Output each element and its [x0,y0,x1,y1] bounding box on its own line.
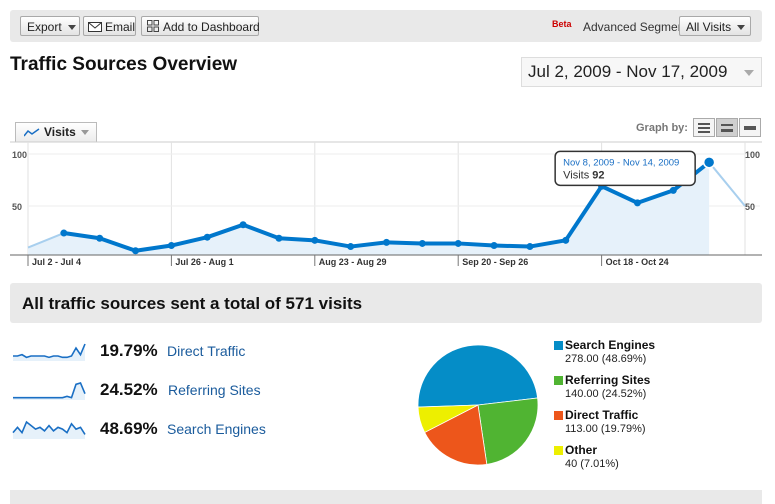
y-tick-label: 50 [745,202,755,212]
data-point [167,242,175,250]
next-section-bar [10,490,762,504]
data-point [311,236,319,244]
traffic-pie-chart [417,344,539,466]
chevron-down-icon [744,70,754,76]
x-tick-label: Sep 20 - Sep 26 [462,257,528,267]
pie-slice [417,404,479,433]
chevron-down-icon [737,25,746,31]
source-link[interactable]: Direct Traffic [167,343,246,359]
report-toolbar: Export Email Add to Dashboard Beta Advan… [10,10,762,42]
data-point [132,247,140,255]
summary-title: All traffic sources sent a total of 571 … [22,294,363,313]
email-button[interactable]: Email [83,16,136,36]
sparkline [13,343,86,361]
data-point [60,229,68,237]
y-tick-label: 100 [745,150,760,160]
summary-header: All traffic sources sent a total of 571 … [10,283,762,323]
date-range-text: Jul 2, 2009 - Nov 17, 2009 [528,62,728,81]
data-point [490,242,498,250]
partial-segment [27,232,65,249]
export-button[interactable]: Export [20,16,80,36]
graph-by-week-button[interactable] [716,118,738,137]
data-point [347,243,355,251]
legend-value: 140.00 (24.52%) [565,388,647,400]
legend-swatch [554,376,563,385]
segments-select[interactable]: All Visits [679,16,751,36]
data-point [275,234,283,242]
data-point [633,199,641,207]
partial-segment [708,161,746,207]
legend-value: 40 (7.01%) [565,458,619,470]
area-fill [28,162,710,255]
legend-label: Referring Sites [565,373,651,387]
graph-by-day-button[interactable] [693,118,715,137]
source-link[interactable]: Search Engines [167,421,266,437]
source-percentage: 24.52% [100,380,158,399]
data-point [526,243,534,251]
graph-by-label: Graph by: [636,122,688,134]
x-tick-label: Jul 26 - Aug 1 [175,257,233,267]
data-point [383,238,390,246]
tooltip-range: Nov 8, 2009 - Nov 14, 2009 [563,157,679,168]
data-point [702,156,716,169]
source-link[interactable]: Referring Sites [168,382,261,398]
data-point [239,221,247,229]
advanced-segments-label: Advanced Segments: [583,20,698,34]
legend-swatch [554,446,563,455]
legend-value: 278.00 (48.69%) [565,353,647,365]
sparkline [13,382,86,400]
data-point [203,233,211,241]
source-percentage: 19.79% [100,341,158,360]
envelope-icon [88,22,102,32]
data-point [96,234,104,242]
graph-by-month-button[interactable] [739,118,761,137]
legend-label: Search Engines [565,338,656,352]
metric-tab[interactable]: Visits [15,122,97,142]
x-tick-label: Oct 18 - Oct 24 [606,257,669,267]
x-tick-label: Jul 2 - Jul 4 [32,257,81,267]
legend-value: 113.00 (19.79%) [565,423,646,435]
pie-slice [417,344,539,408]
chevron-down-icon [80,130,89,136]
tooltip-value: Visits 92 [563,169,604,181]
date-range-picker[interactable]: Jul 2, 2009 - Nov 17, 2009 [521,57,762,87]
source-percentage: 48.69% [100,419,158,438]
line-chart-icon [24,128,40,137]
legend-label: Other [565,443,598,457]
x-tick-label: Aug 23 - Aug 29 [319,257,387,267]
data-point [562,236,570,244]
pie-slice [424,404,488,466]
y-tick-label: 50 [12,202,22,212]
beta-badge: Beta [552,19,572,29]
data-point [454,239,462,247]
pie-slice [477,397,539,465]
add-to-dashboard-button[interactable]: Add to Dashboard [141,16,260,36]
legend-swatch [554,341,563,350]
data-point [418,239,426,247]
legend-swatch [554,411,563,420]
chevron-down-icon [67,25,76,31]
sparkline [12,420,86,439]
page-title: Traffic Sources Overview [10,54,238,75]
y-tick-label: 100 [12,150,27,160]
visits-chart: 100 50 100 50 Jul 2 - Jul 4 Jul 26 - Aug 1 Aug… [10,141,762,267]
data-point [669,186,677,194]
dashboard-icon [147,20,159,32]
legend-label: Direct Traffic [565,408,639,422]
